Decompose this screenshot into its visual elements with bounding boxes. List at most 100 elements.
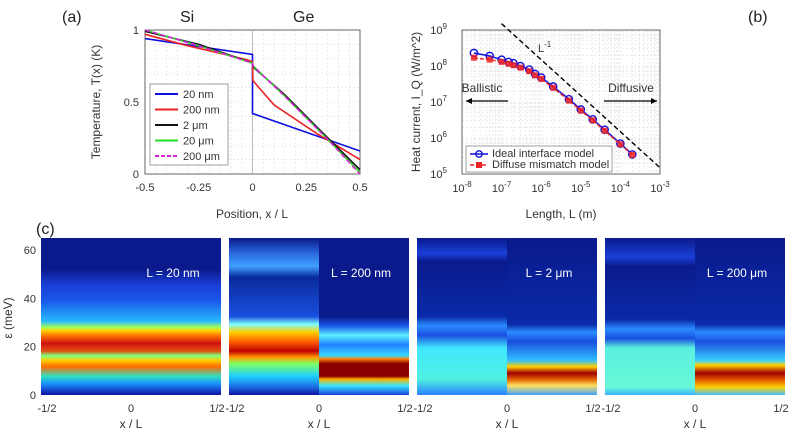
panel-c-xtick-label: 0: [316, 403, 322, 415]
data-point: [510, 62, 517, 69]
panel-a-xlabel: Position, x / L: [216, 207, 288, 221]
panel-c-xtick-label: 1/2: [585, 403, 600, 415]
panel-a-ytick-label: 1: [133, 25, 139, 37]
panel-a-series: [144, 29, 361, 175]
panel-b-xlabel: Length, L (m): [526, 207, 597, 221]
panel-c-ytick-label: 0: [30, 390, 36, 402]
heatmap-label: L = 200 μm: [707, 266, 767, 280]
panel-a-ytick-label: 0: [133, 169, 139, 181]
panel-c-xlabel: x / L: [120, 417, 143, 431]
panel-c-xtick-label: -1/2: [38, 403, 57, 415]
panel-a-legend: 20 nm 200 nm 2 μm 20 μm 200 μm: [149, 83, 229, 166]
legend-marker: [476, 162, 482, 168]
heatmap-200nm: [229, 238, 409, 395]
heatmap-20nm: [41, 238, 221, 395]
panel-b-series: [469, 23, 661, 169]
heatmap-200nm-left: [229, 238, 319, 395]
data-point: [565, 97, 572, 104]
panel-c-xlabel: x / L: [684, 417, 707, 431]
panel-b-ytick-label: 108: [430, 58, 447, 73]
ballistic-label: Ballistic: [462, 81, 503, 95]
panel-c-ylabel: ε (meV): [1, 297, 15, 338]
panel-c-xtick-label: 0: [692, 403, 698, 415]
data-point: [601, 127, 608, 134]
legend-entry: 200 μm: [183, 151, 220, 163]
data-point: [526, 68, 533, 75]
panel-c-ytick-label: 40: [24, 293, 36, 305]
panel-c-ytick-label: 20: [24, 342, 36, 354]
data-point: [589, 117, 596, 124]
panel-c-xtick-label: -1/2: [414, 403, 433, 415]
ballistic-arrowhead: [466, 98, 472, 104]
panel-c-xtick-label: 1/2: [209, 403, 224, 415]
diffusive-arrowhead: [651, 98, 657, 104]
panel-a-xtick-label: -0.25: [186, 182, 211, 194]
panel-b-ytick-label: 105: [430, 166, 447, 181]
panel-c-yticks: 0 20 40 60: [24, 245, 36, 402]
panel-b-xtick-label: 10-3: [650, 180, 670, 195]
panel-b-ylabel: Heat current, I_Q (W/m^2): [409, 32, 423, 172]
data-point: [505, 60, 512, 67]
heatmap-2um-left: [417, 238, 507, 395]
panel-a-ylabel: Temperature, T(x) (K): [89, 45, 103, 159]
panel-c-xtick-label: -1/2: [226, 403, 245, 415]
legend-entry: Ideal interface model: [492, 148, 594, 160]
heatmap-label: L = 200 nm: [331, 266, 391, 280]
panel-a-xtick-label: -0.5: [136, 182, 155, 194]
heatmap-label: L = 20 nm: [146, 266, 199, 280]
material-label-si: Si: [180, 9, 194, 26]
panel-b-ytick-label: 107: [430, 94, 447, 109]
heatmap-2um-right: [507, 238, 597, 395]
data-point: [577, 107, 584, 114]
panel-b: (b) 10-8 10-7 10-6 10-5 10-4 10-3 105 106 107 108…: [409, 9, 768, 221]
panel-a-label: (a): [62, 9, 82, 26]
series-line: [144, 33, 361, 161]
panel-c-xlabel: x / L: [308, 417, 331, 431]
panel-c-xtick-label: 0: [128, 403, 134, 415]
panel-b-xtick-label: 10-6: [532, 180, 552, 195]
panel-a: (a) Si Ge -0.5 -0.25 0 0.25 0.5 0 0.5 1 Positio…: [62, 9, 368, 221]
legend-entry: 200 nm: [183, 105, 220, 117]
series-line: [473, 56, 633, 156]
panel-a-xtick-label: 0.25: [296, 182, 317, 194]
panel-b-xtick-label: 10-7: [492, 180, 512, 195]
panel-b-ytick-label: 109: [430, 22, 447, 37]
data-point: [617, 141, 624, 148]
data-point: [532, 72, 539, 79]
panel-b-xtick-label: 10-5: [571, 180, 591, 195]
series-line: [144, 29, 361, 175]
panel-b-ytick-label: 106: [430, 130, 447, 145]
panel-c-ytick-label: 60: [24, 245, 36, 257]
panel-c-label: (c): [36, 221, 55, 238]
panel-c-xtick-label: 0: [504, 403, 510, 415]
diffusive-label: Diffusive: [608, 81, 654, 95]
heatmap-label: L = 2 μm: [526, 266, 573, 280]
panel-b-annotations: L-1 Ballistic Diffusive: [462, 40, 657, 104]
panel-b-ticks: 10-8 10-7 10-6 10-5 10-4 10-3 105 106 107 108 109: [430, 22, 670, 195]
panel-a-grid: [145, 30, 360, 174]
legend-entry: 20 μm: [183, 136, 214, 148]
panel-b-xtick-label: 10-8: [452, 180, 472, 195]
data-point: [550, 84, 557, 91]
legend-entry: Diffuse mismatch model: [492, 159, 609, 171]
panel-a-xtick-label: 0: [249, 182, 255, 194]
legend-entry: 20 nm: [183, 89, 214, 101]
legend-box: [465, 145, 613, 173]
panel-c-xlabel: x / L: [496, 417, 519, 431]
panel-b-label: (b): [748, 9, 768, 26]
panel-b-axes-frame: [461, 29, 661, 175]
heatmap-20nm-right: [131, 238, 221, 395]
panel-c-map-labels: L = 20 nm L = 200 nm L = 2 μm L = 200 μm: [146, 266, 767, 280]
data-point: [486, 56, 493, 63]
data-point: [517, 64, 524, 71]
panel-c-xticks: -1/2 0 1/2 x / L -1/2 0 1/2 x / L -1/2 0 1/2 x / L -…: [38, 403, 789, 431]
slope-annotation: L-1: [538, 40, 552, 55]
panel-c-xtick-label: -1/2: [602, 403, 621, 415]
panel-b-xtick-label: 10-4: [611, 180, 631, 195]
data-point: [470, 54, 477, 61]
panel-b-ylabel-text: Heat current, I_Q (W/m^2): [409, 32, 423, 172]
heatmap-200um-left: [605, 238, 695, 395]
